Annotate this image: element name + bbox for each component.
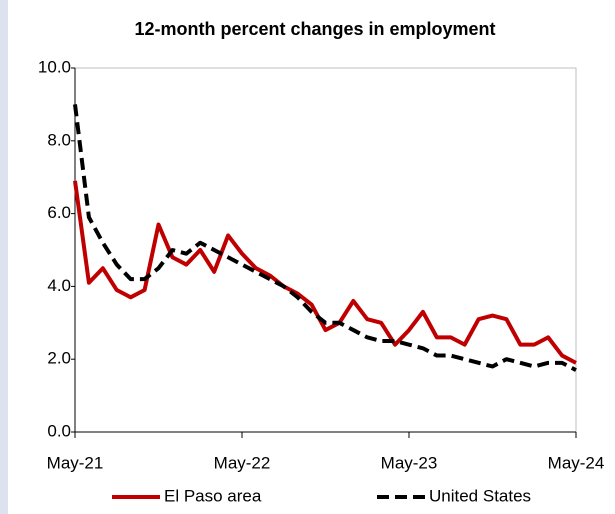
series-line: [73, 180, 577, 365]
y-tick-label: 6.0: [47, 203, 71, 222]
chart-title: 12-month percent changes in employment: [134, 19, 495, 39]
y-tick-label: 0.0: [47, 421, 71, 440]
x-tick-label: May-24: [548, 453, 605, 472]
plot-frame: [74, 67, 577, 433]
series-line: [73, 104, 577, 372]
y-tick-label: 2.0: [47, 349, 71, 368]
y-tick-label: 4.0: [47, 276, 71, 295]
legend-label: El Paso area: [164, 486, 262, 505]
x-tick-label: May-22: [214, 453, 271, 472]
side-strip: [0, 0, 8, 514]
y-tick-label: 8.0: [47, 130, 71, 149]
legend-label: United States: [429, 486, 531, 505]
x-tick-label: May-21: [47, 453, 104, 472]
y-tick-label: 10.0: [38, 57, 71, 76]
x-tick-label: May-23: [381, 453, 438, 472]
